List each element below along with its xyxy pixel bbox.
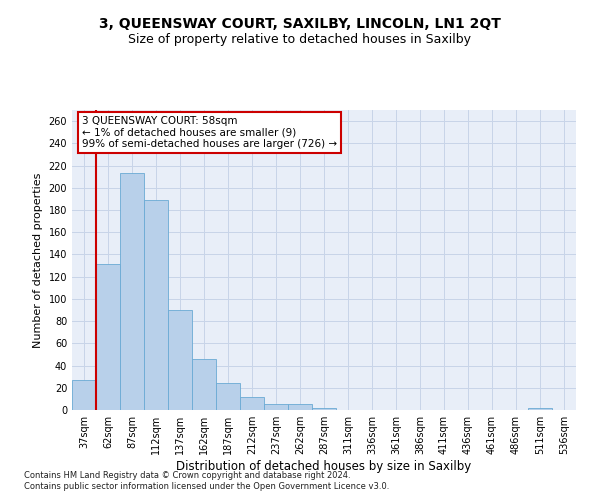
Bar [144, 200, 168, 410]
Bar [528, 408, 552, 410]
Text: 3 QUEENSWAY COURT: 58sqm
← 1% of detached houses are smaller (9)
99% of semi-det: 3 QUEENSWAY COURT: 58sqm ← 1% of detache… [82, 116, 337, 149]
Bar [240, 396, 264, 410]
Bar [264, 404, 288, 410]
Bar [216, 384, 240, 410]
Bar [96, 264, 120, 410]
Text: Size of property relative to detached houses in Saxilby: Size of property relative to detached ho… [128, 32, 472, 46]
Text: Contains public sector information licensed under the Open Government Licence v3: Contains public sector information licen… [24, 482, 389, 491]
Y-axis label: Number of detached properties: Number of detached properties [33, 172, 43, 348]
Text: Contains HM Land Registry data © Crown copyright and database right 2024.: Contains HM Land Registry data © Crown c… [24, 470, 350, 480]
Bar [72, 380, 96, 410]
X-axis label: Distribution of detached houses by size in Saxilby: Distribution of detached houses by size … [176, 460, 472, 473]
Bar [312, 408, 336, 410]
Bar [288, 404, 312, 410]
Bar [168, 310, 192, 410]
Bar [120, 174, 144, 410]
Text: 3, QUEENSWAY COURT, SAXILBY, LINCOLN, LN1 2QT: 3, QUEENSWAY COURT, SAXILBY, LINCOLN, LN… [99, 18, 501, 32]
Bar [192, 359, 216, 410]
